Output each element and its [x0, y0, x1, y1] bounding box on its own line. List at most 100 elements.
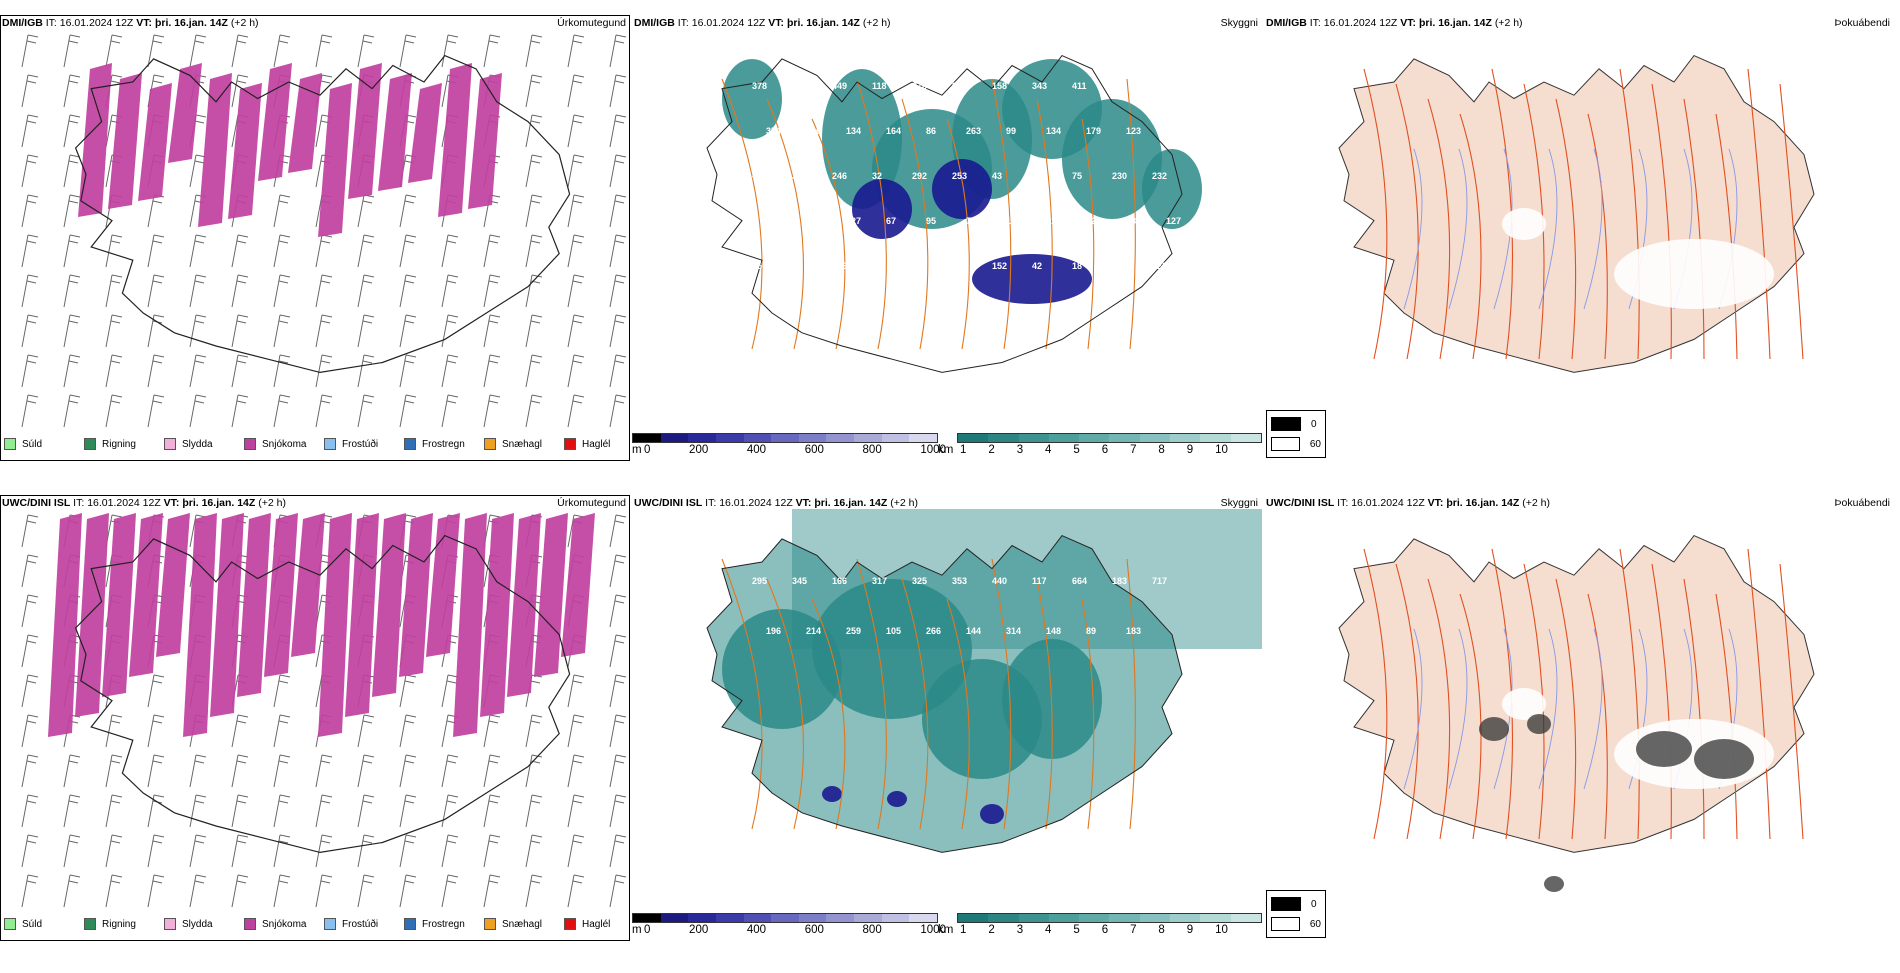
- height-ticks: 0 200 400 600 800 1000: [644, 444, 946, 456]
- visibility-blob: [812, 579, 972, 719]
- wind-barb: [315, 394, 333, 428]
- fog-swatch-0: [1271, 417, 1301, 431]
- fog-area: [980, 804, 1004, 824]
- wind-barb: [105, 274, 123, 308]
- wind-barb: [567, 234, 585, 268]
- panel-header: UWC/DINI ISL IT: 16.01.2024 12Z VT: þri.…: [634, 497, 918, 509]
- precip-type-map: [21, 513, 627, 908]
- legend-swatch: [324, 438, 336, 450]
- wind-barb: [273, 314, 291, 348]
- wind-barb: [525, 354, 543, 388]
- colorbar-step: [1170, 914, 1201, 922]
- visibility-value: 611: [1046, 216, 1061, 226]
- visibility-value: 463: [1112, 81, 1127, 91]
- wind-barb: [357, 194, 375, 228]
- legend-item-snjókoma: Snjókoma: [244, 918, 324, 930]
- visibility-value: 72: [792, 261, 802, 271]
- fog-legend: 0 60: [1266, 890, 1326, 938]
- visibility-blob: [1142, 149, 1202, 229]
- colorbar-step: [633, 914, 661, 922]
- visibility-value: 328: [792, 171, 807, 181]
- wind-barb: [399, 194, 417, 228]
- wind-barb: [399, 314, 417, 348]
- panel-title: Skyggni: [1220, 497, 1258, 509]
- wind-barb: [567, 394, 585, 428]
- legend-swatch: [4, 438, 16, 450]
- fog-indicator-area: [1479, 717, 1509, 741]
- tick-label: 6: [1101, 444, 1109, 456]
- wind-barb: [147, 194, 165, 228]
- wind-barb: [525, 314, 543, 348]
- legend-swatch: [244, 438, 256, 450]
- road-line: [1683, 578, 1705, 840]
- visibility-value: 295: [752, 576, 767, 586]
- road-line: [1081, 118, 1095, 350]
- visibility-value: 75: [1072, 171, 1082, 181]
- wind-barb: [147, 394, 165, 428]
- wind-barb: [609, 634, 627, 668]
- river-line: [1538, 148, 1558, 310]
- visibility-value: 636: [806, 126, 821, 136]
- road-line: [1427, 98, 1451, 360]
- km-unit: km: [938, 444, 954, 456]
- road-line: [1651, 83, 1672, 360]
- visibility-value: 246: [832, 171, 847, 181]
- wind-barb: [315, 834, 333, 868]
- road-line: [766, 98, 804, 350]
- wind-barb: [63, 834, 81, 868]
- road-line: [1036, 98, 1053, 350]
- panel-title: Þokuábendi: [1834, 17, 1890, 29]
- wind-barb: [231, 234, 249, 268]
- tick-label: 0: [644, 924, 651, 936]
- wind-barb: [63, 274, 81, 308]
- road-line: [1587, 593, 1608, 840]
- height-colorbar: [632, 913, 938, 923]
- visibility-value: 449: [832, 81, 847, 91]
- legend-label: Snjókoma: [262, 918, 307, 930]
- wind-barb: [63, 234, 81, 268]
- wind-barb: [525, 714, 543, 748]
- wind-barb: [21, 314, 39, 348]
- wind-barb: [315, 354, 333, 388]
- legend-swatch: [84, 438, 96, 450]
- snowfall-area: [408, 83, 442, 183]
- wind-barb: [105, 354, 123, 388]
- legend-swatch: [4, 918, 16, 930]
- wind-barb: [189, 834, 207, 868]
- wind-barb: [147, 794, 165, 828]
- wind-barb: [567, 314, 585, 348]
- visibility-value: 317: [872, 576, 887, 586]
- visibility-value: 105: [886, 626, 901, 636]
- wind-barb: [609, 114, 627, 148]
- road-line: [721, 558, 763, 830]
- wind-barb: [441, 274, 459, 308]
- km-unit: km: [938, 924, 954, 936]
- visibility-value: 292: [912, 171, 927, 181]
- wind-barb: [567, 874, 585, 908]
- wind-barb: [231, 274, 249, 308]
- wind-barb: [441, 834, 459, 868]
- wind-barb: [63, 874, 81, 908]
- road-line: [1036, 578, 1053, 830]
- road-line: [991, 558, 1012, 830]
- tick-label: 5: [1073, 924, 1080, 936]
- wind-barb: [21, 154, 39, 188]
- wind-barb: [399, 34, 417, 68]
- colorbar-step: [1200, 914, 1231, 922]
- wind-barb: [441, 354, 459, 388]
- wind-barb: [273, 394, 291, 428]
- legend-swatch: [404, 438, 416, 450]
- tick-label: 0: [644, 444, 651, 456]
- wind-barb: [399, 394, 417, 428]
- precip-type-map: [21, 34, 627, 428]
- wind-barb: [231, 34, 249, 68]
- snowfall-area: [78, 63, 112, 217]
- wind-barb: [609, 554, 627, 588]
- wind-barb: [441, 234, 459, 268]
- colorbar-step: [1200, 434, 1231, 442]
- legend-swatch: [484, 438, 496, 450]
- wind-barb: [609, 594, 627, 628]
- road-line: [1555, 98, 1577, 360]
- wind-barb: [63, 794, 81, 828]
- visibility-value: 196: [792, 81, 807, 91]
